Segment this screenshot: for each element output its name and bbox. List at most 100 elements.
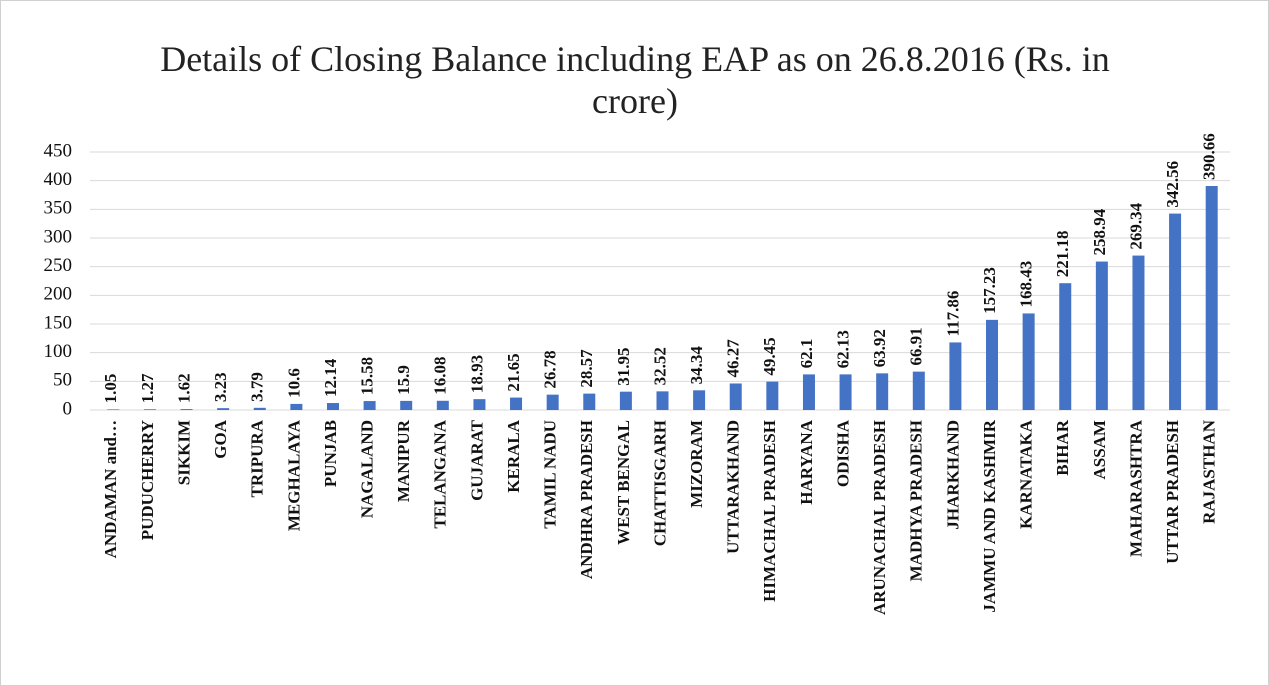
bar bbox=[1059, 283, 1072, 410]
bar bbox=[253, 407, 266, 410]
y-tick-label: 150 bbox=[44, 312, 73, 333]
bar bbox=[436, 400, 449, 410]
bar bbox=[912, 371, 925, 410]
x-tick-label: GOA bbox=[211, 419, 230, 458]
data-label: 15.58 bbox=[358, 357, 377, 395]
x-tick-label: MIZORAM bbox=[687, 420, 706, 508]
x-tick-label: GUJARAT bbox=[467, 419, 486, 501]
bar bbox=[1169, 213, 1182, 410]
y-tick-label: 200 bbox=[44, 284, 73, 305]
bar bbox=[693, 390, 706, 410]
bar bbox=[1132, 255, 1145, 410]
y-tick-label: 250 bbox=[44, 255, 73, 276]
data-label: 32.52 bbox=[650, 347, 669, 385]
x-tick-label: ARUNACHAL PRADESH bbox=[870, 420, 889, 615]
bar bbox=[949, 342, 962, 410]
x-tick-label: MAHARASHTRA bbox=[1126, 419, 1145, 557]
data-label: 1.27 bbox=[138, 373, 157, 403]
x-tick-label: ANDAMAN and… bbox=[101, 420, 120, 558]
x-tick-label: PUNJAB bbox=[321, 420, 340, 487]
data-label: 390.66 bbox=[1200, 133, 1219, 180]
data-label: 269.34 bbox=[1126, 202, 1145, 249]
bar bbox=[1095, 261, 1108, 410]
x-tick-label: UTTARAKHAND bbox=[724, 420, 743, 554]
y-tick-label: 450 bbox=[44, 140, 73, 161]
chart-title: Details of Closing Balance including EAP… bbox=[160, 39, 1110, 121]
bar bbox=[510, 397, 523, 410]
data-label: 10.6 bbox=[284, 368, 303, 398]
data-label: 12.14 bbox=[321, 358, 340, 397]
y-tick-label: 400 bbox=[44, 169, 73, 190]
x-tick-label: TELANGANA bbox=[431, 419, 450, 528]
data-label: 221.18 bbox=[1053, 230, 1072, 277]
y-tick-label: 100 bbox=[44, 341, 73, 362]
bar bbox=[839, 374, 852, 410]
x-tick-label: MEGHALAYA bbox=[284, 419, 303, 531]
data-label: 15.9 bbox=[394, 365, 413, 395]
bar bbox=[802, 374, 815, 410]
x-tick-label: JAMMU AND KASHMIR bbox=[980, 419, 999, 612]
x-tick-label: CHATTISGARH bbox=[650, 420, 669, 546]
bar bbox=[766, 381, 779, 410]
x-tick-label: TAMIL NADU bbox=[541, 420, 560, 529]
x-tick-label: PUDUCHERRY bbox=[138, 420, 157, 540]
y-tick-label: 50 bbox=[53, 370, 72, 391]
x-tick-label: ASSAM bbox=[1090, 420, 1109, 480]
x-tick-label: UTTAR PRADESH bbox=[1163, 420, 1182, 564]
x-tick-label: WEST BENGAL bbox=[614, 420, 633, 545]
bar bbox=[290, 403, 303, 410]
bar bbox=[217, 408, 230, 410]
y-tick-label: 300 bbox=[44, 226, 73, 247]
x-tick-label: MANIPUR bbox=[394, 419, 413, 502]
data-label: 157.23 bbox=[980, 267, 999, 314]
data-label: 63.92 bbox=[870, 329, 889, 367]
x-tick-label: NAGALAND bbox=[358, 420, 377, 518]
data-label: 3.23 bbox=[211, 372, 230, 402]
data-label: 18.93 bbox=[467, 355, 486, 393]
x-tick-label: TRIPURA bbox=[248, 419, 267, 497]
x-tick-label: ANDHRA PRADESH bbox=[577, 420, 596, 579]
bar bbox=[729, 383, 742, 410]
bar bbox=[363, 401, 376, 410]
data-label: 258.94 bbox=[1090, 208, 1109, 255]
x-tick-label: RAJASTHAN bbox=[1200, 419, 1219, 524]
data-label: 62.1 bbox=[797, 339, 816, 369]
data-label: 168.43 bbox=[1017, 261, 1036, 308]
data-label: 117.86 bbox=[943, 291, 962, 337]
data-label: 31.95 bbox=[614, 347, 633, 385]
data-label: 3.79 bbox=[248, 372, 267, 402]
bar bbox=[143, 409, 156, 410]
y-tick-label: 350 bbox=[44, 198, 73, 219]
data-label: 46.27 bbox=[724, 339, 743, 378]
bar bbox=[656, 391, 669, 410]
x-tick-label: HARYANA bbox=[797, 419, 816, 504]
bar bbox=[180, 409, 193, 410]
x-tick-label: BIHAR bbox=[1053, 419, 1072, 475]
bar bbox=[473, 399, 486, 410]
bar bbox=[1205, 186, 1218, 410]
bar bbox=[583, 393, 596, 410]
bar bbox=[876, 373, 889, 410]
data-label: 16.08 bbox=[431, 357, 450, 395]
x-tick-label: SIKKIM bbox=[174, 420, 193, 485]
y-tick-label: 0 bbox=[63, 398, 73, 419]
data-label: 66.91 bbox=[907, 327, 926, 365]
data-label: 26.78 bbox=[541, 350, 560, 388]
data-label: 21.65 bbox=[504, 353, 523, 391]
data-label: 49.45 bbox=[760, 337, 779, 375]
x-tick-label: MADHYA PRADESH bbox=[907, 420, 926, 581]
data-label: 1.62 bbox=[174, 373, 193, 403]
data-label: 342.56 bbox=[1163, 161, 1182, 208]
x-tick-label: ODISHA bbox=[833, 419, 852, 487]
data-label: 34.34 bbox=[687, 346, 706, 385]
x-tick-label: KERALA bbox=[504, 419, 523, 492]
bar bbox=[326, 403, 339, 410]
bar bbox=[107, 409, 120, 410]
bar bbox=[400, 400, 413, 410]
data-label: 62.13 bbox=[833, 330, 852, 368]
bar bbox=[619, 391, 632, 410]
data-label: 28.57 bbox=[577, 349, 596, 388]
